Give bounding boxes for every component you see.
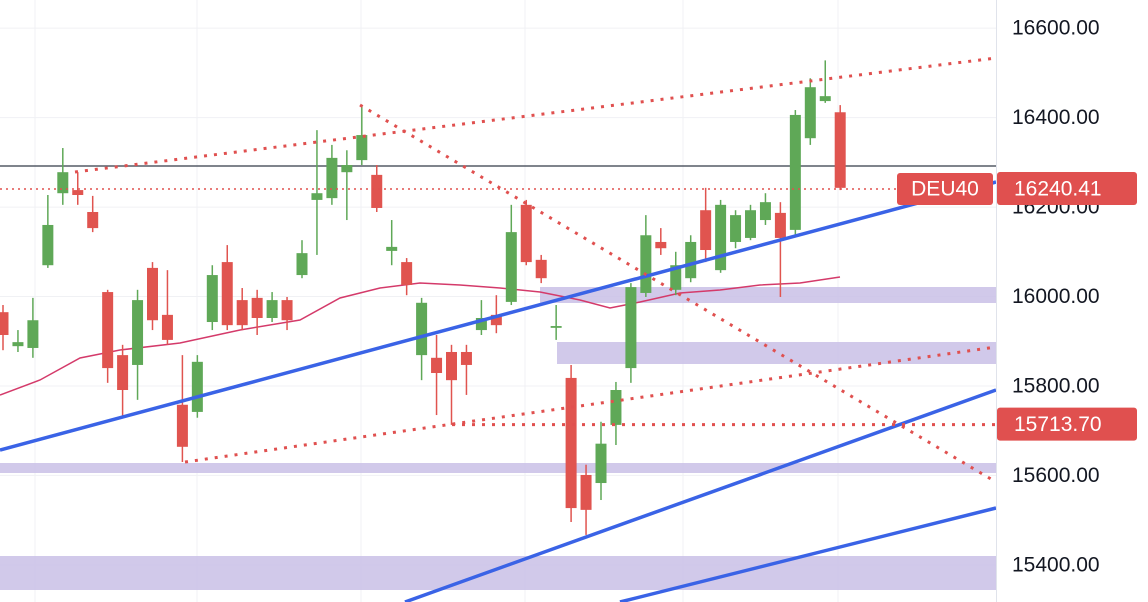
trend-line bbox=[404, 388, 997, 602]
candle-body bbox=[580, 474, 592, 510]
candle-body bbox=[685, 241, 697, 279]
candle-body bbox=[42, 224, 54, 266]
candle-body bbox=[221, 262, 233, 326]
y-tick-label: 15600.00 bbox=[1012, 464, 1100, 487]
candle-body bbox=[356, 135, 368, 161]
drawings bbox=[0, 56, 997, 602]
y-tick-label: 15400.00 bbox=[1012, 553, 1100, 576]
candle-body bbox=[87, 211, 99, 229]
candle-body bbox=[161, 314, 173, 340]
trend-line bbox=[0, 180, 997, 452]
price-tag-label: 16240.41 bbox=[1014, 178, 1102, 201]
symbol-tag bbox=[897, 173, 993, 206]
candle-body bbox=[490, 314, 502, 326]
candle-body bbox=[12, 342, 24, 347]
y-tick-label: 15800.00 bbox=[1012, 375, 1100, 398]
candle-body bbox=[535, 259, 547, 279]
candle-body bbox=[834, 112, 846, 188]
candle-body bbox=[774, 212, 786, 238]
candle-body bbox=[475, 317, 487, 331]
price-tag bbox=[997, 172, 1137, 206]
symbol-tag-label: DEU40 bbox=[911, 178, 979, 201]
candle-body bbox=[102, 292, 114, 369]
candle-body bbox=[610, 390, 622, 425]
candle-body bbox=[117, 355, 129, 391]
candle-body bbox=[759, 202, 771, 221]
y-tick-label: 16000.00 bbox=[1012, 285, 1100, 308]
price-axis bbox=[997, 0, 1148, 602]
candle-body bbox=[745, 210, 756, 238]
candle-body bbox=[386, 246, 398, 251]
y-tick-label: 16400.00 bbox=[1012, 106, 1100, 129]
candle-body bbox=[72, 190, 84, 196]
candle-body bbox=[625, 287, 637, 369]
candle-body bbox=[311, 193, 323, 200]
candle-body bbox=[565, 377, 577, 509]
candle-body bbox=[296, 253, 308, 276]
price-lines: 16240.41 DEU40 15713.70 bbox=[0, 172, 1137, 441]
candle-body bbox=[0, 312, 9, 335]
candle-body bbox=[341, 165, 353, 173]
candle-body bbox=[520, 204, 532, 263]
price-tag bbox=[997, 407, 1137, 441]
candle-body bbox=[27, 320, 39, 348]
dotted-trend-line bbox=[74, 56, 997, 174]
zone bbox=[0, 463, 996, 473]
candle-body bbox=[700, 210, 712, 251]
trend-line bbox=[619, 506, 997, 602]
candle-body bbox=[191, 361, 203, 412]
candle-body bbox=[730, 215, 742, 242]
candle-body bbox=[236, 300, 248, 326]
zone bbox=[0, 556, 996, 590]
candle-body bbox=[57, 172, 69, 194]
candle-body bbox=[460, 351, 472, 365]
candle-body bbox=[206, 275, 218, 323]
candle-body bbox=[416, 302, 428, 356]
y-tick-label: 16600.00 bbox=[1012, 17, 1100, 40]
candle-body bbox=[670, 265, 682, 290]
candle-body bbox=[655, 241, 667, 249]
candle-body bbox=[789, 114, 801, 230]
zones bbox=[0, 287, 996, 590]
price-tag-label: 15713.70 bbox=[1014, 413, 1102, 436]
candle-body bbox=[132, 300, 144, 365]
candle-body bbox=[446, 351, 457, 381]
candle-body bbox=[371, 174, 383, 208]
candle-body bbox=[505, 232, 517, 302]
candle-body bbox=[715, 204, 727, 271]
zone bbox=[557, 342, 996, 364]
dotted-trend-line bbox=[184, 345, 997, 464]
candle-body bbox=[550, 326, 562, 328]
candle-body bbox=[640, 235, 652, 293]
candle-body bbox=[147, 267, 158, 321]
candle-body bbox=[595, 443, 607, 484]
candle-body bbox=[266, 300, 278, 318]
candle-body bbox=[176, 404, 188, 447]
candles bbox=[0, 60, 846, 535]
candle-body bbox=[281, 300, 293, 321]
candle-body bbox=[804, 87, 816, 139]
candle-body bbox=[326, 157, 338, 199]
candle-body bbox=[401, 262, 413, 285]
candle-body bbox=[431, 357, 443, 374]
candle-body bbox=[819, 96, 831, 102]
candle-body bbox=[251, 297, 263, 318]
zone bbox=[540, 287, 996, 303]
